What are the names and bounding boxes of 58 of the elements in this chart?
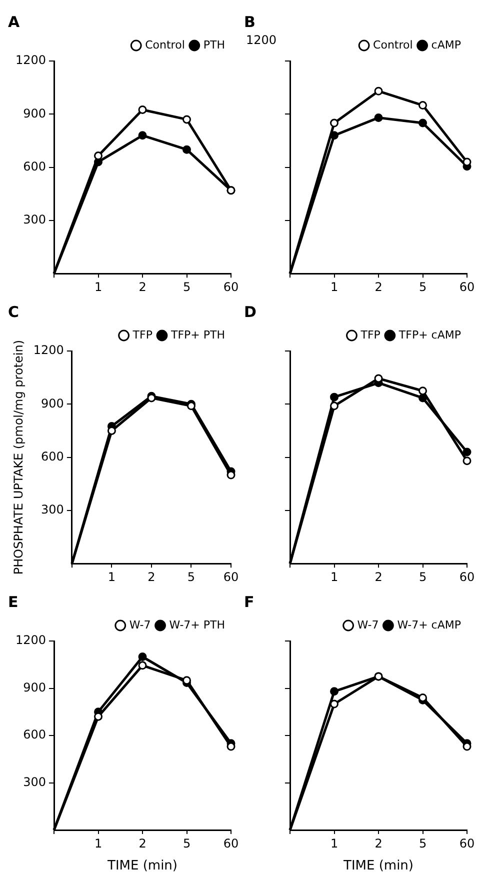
y-tick-label: 900 [23, 106, 46, 120]
y-tick-label: 1200 [33, 343, 64, 358]
chart-title: A [8, 12, 20, 31]
x-tick-label: 5 [418, 570, 427, 584]
y-tick-label: 900 [41, 396, 64, 410]
x-tick-label: 1 [94, 836, 102, 850]
x-tick-label: 2 [148, 570, 156, 584]
x-tick-label: 60 [223, 280, 239, 294]
legend-label: TFP [132, 328, 153, 342]
legend-label: W-7+ cAMP [397, 618, 462, 632]
x-tick-label: 60 [223, 570, 239, 584]
chart-title: E [8, 592, 18, 611]
x-tick-label: 2 [138, 280, 146, 294]
y-tick-label: 900 [23, 680, 46, 694]
legend-label: Control [373, 38, 413, 52]
x-axis-title: TIME (min) [342, 858, 414, 874]
y-tick-label: 300 [23, 774, 46, 789]
legend-label: Control [145, 38, 185, 52]
y-tick-label: 300 [41, 502, 64, 517]
legend-label: PTH [203, 38, 225, 52]
x-tick-label: 60 [459, 836, 475, 850]
x-tick-label: 1 [330, 280, 338, 294]
x-tick-label: 1 [108, 570, 116, 584]
y-tick-label: 1200 [15, 53, 46, 68]
x-tick-label: 2 [374, 836, 382, 850]
x-tick-label: 1 [330, 570, 338, 584]
x-tick-label: 2 [374, 280, 382, 294]
y-tick-label: 1200 [15, 633, 46, 648]
x-tick-label: 60 [459, 280, 475, 294]
x-tick-label: 60 [459, 570, 475, 584]
y-tick-label: 600 [41, 449, 64, 464]
y-tick-label: 300 [23, 212, 46, 227]
x-tick-label: 1 [330, 836, 338, 850]
x-tick-label: 5 [182, 280, 191, 294]
legend-label: TFP+ cAMP [398, 328, 462, 342]
legend-label: TFP [360, 328, 381, 342]
x-tick-label: 5 [418, 836, 427, 850]
x-axis-title: TIME (min) [106, 858, 178, 874]
legend-label: W-7 [357, 618, 379, 632]
x-tick-label: 1 [94, 280, 102, 294]
legend-label: W-7 [129, 618, 151, 632]
legend-label: cAMP [431, 38, 462, 52]
text: 1200 [246, 33, 277, 47]
x-tick-label: 60 [223, 836, 239, 850]
x-tick-label: 5 [187, 570, 196, 584]
x-tick-label: 2 [374, 570, 382, 584]
x-tick-label: 2 [138, 836, 146, 850]
chart-title: B [244, 12, 256, 31]
y-tick-label: 600 [23, 728, 46, 742]
chart-title: F [244, 592, 254, 611]
y-axis-title: PHOSPHATE UPTAKE (pmol/mg protein) [11, 340, 26, 575]
chart-title: C [8, 302, 20, 321]
legend-label: W-7+ PTH [169, 618, 226, 632]
legend-label: TFP+ PTH [170, 328, 226, 342]
x-tick-label: 5 [418, 280, 427, 294]
y-tick-label: 600 [23, 159, 46, 174]
x-tick-label: 5 [182, 836, 191, 850]
chart-title: D [244, 302, 256, 321]
